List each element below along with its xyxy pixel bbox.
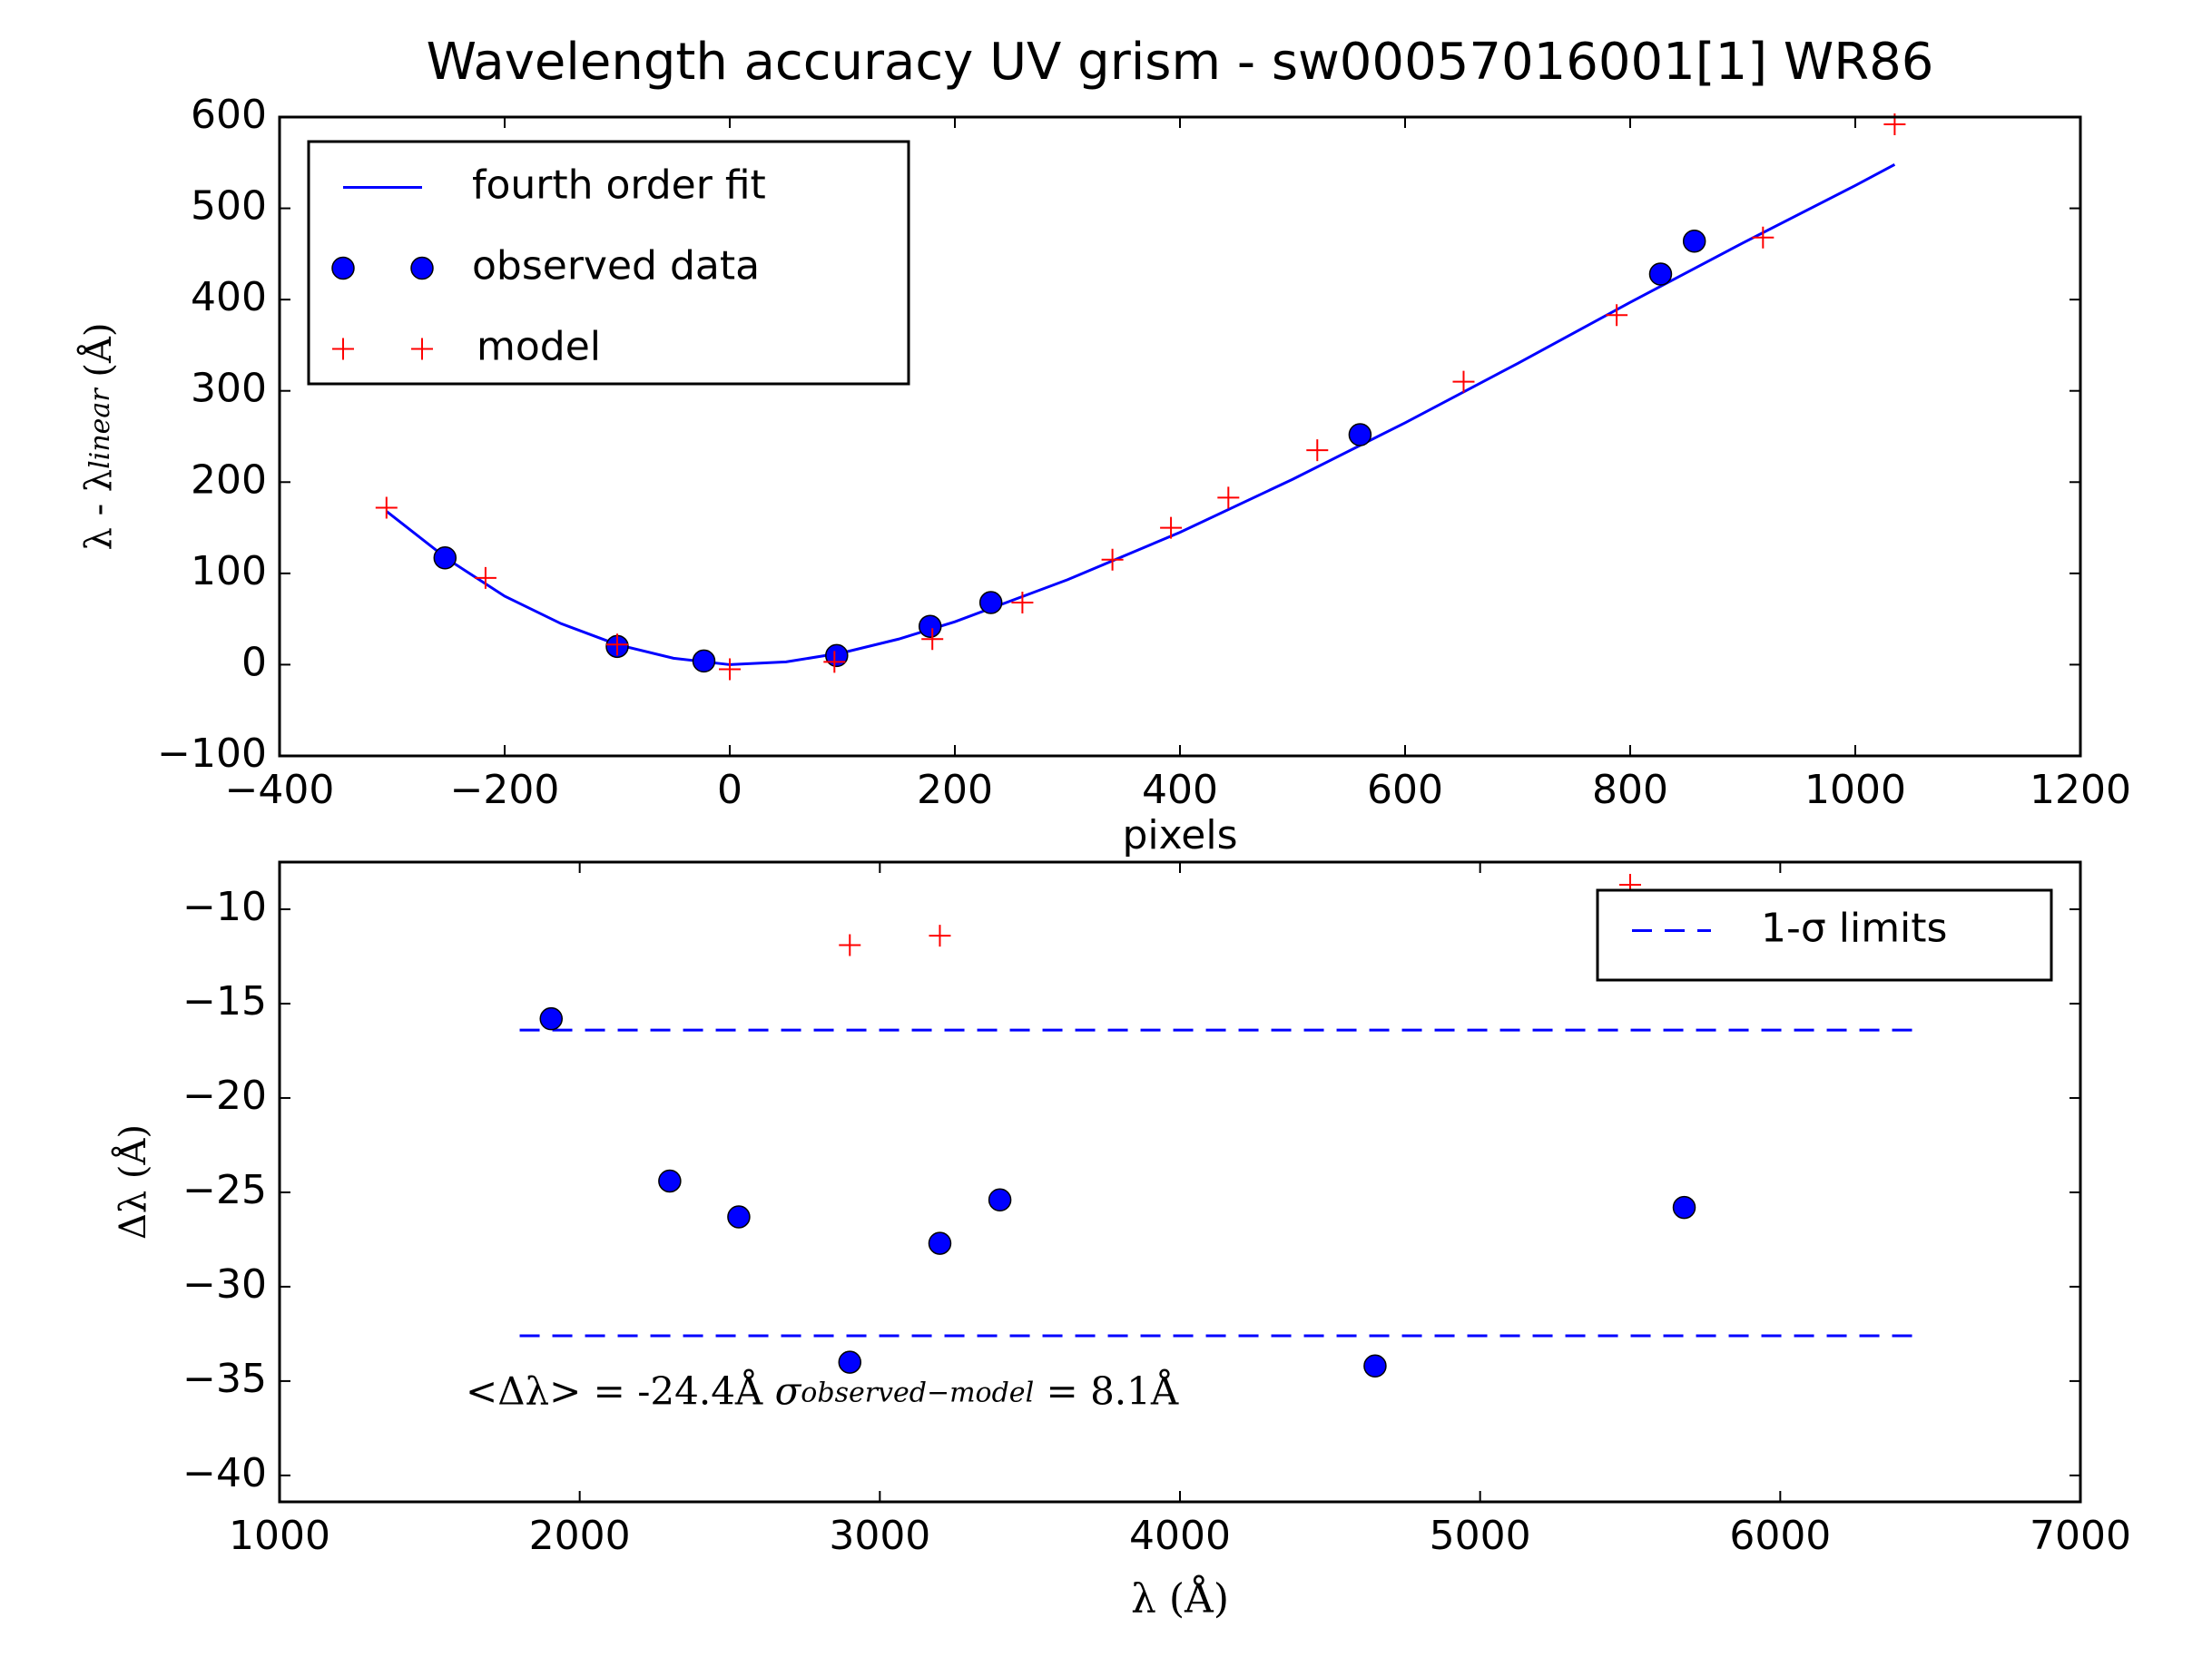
- annotation: <Δλ> = -24.4Å σobserved−model = 8.1Å: [466, 1368, 1179, 1413]
- data-point: [719, 658, 741, 681]
- y-axis-label: λ - λlinear (Å): [77, 323, 120, 551]
- legend-label: observed data: [472, 243, 760, 289]
- legend-label: fourth order fit: [472, 162, 766, 209]
- y-tick-label: 600: [191, 92, 267, 138]
- data-point: [988, 1188, 1012, 1212]
- x-tick-label: 0: [717, 767, 742, 813]
- data-point: [838, 1350, 862, 1374]
- data-point: [1648, 262, 1673, 286]
- x-tick-label: 400: [1142, 767, 1218, 813]
- data-point: [928, 1231, 952, 1255]
- x-axis-label: λ (Å): [1131, 1574, 1229, 1623]
- label-part: = 8.1Å: [1034, 1368, 1179, 1413]
- y-tick-label: −30: [182, 1261, 267, 1308]
- data-point: [692, 649, 716, 673]
- y-tick-label: 200: [191, 456, 267, 503]
- legend-label: model: [477, 324, 601, 370]
- y-tick-label: −40: [182, 1450, 267, 1496]
- data-point: [929, 925, 951, 947]
- label-part: λ - λ: [78, 469, 120, 551]
- legend-label: 1-σ limits: [1761, 906, 1947, 952]
- data-point: [474, 566, 496, 589]
- y-tick-label: −15: [182, 978, 267, 1025]
- y-tick-label: −10: [182, 884, 267, 930]
- x-tick-label: −200: [450, 767, 560, 813]
- subscript: observed−model: [801, 1377, 1034, 1408]
- x-tick-label: 200: [917, 767, 993, 813]
- x-tick-label: 1000: [1804, 767, 1906, 813]
- x-tick-label: 1000: [229, 1513, 330, 1559]
- y-tick-label: −35: [182, 1356, 267, 1402]
- x-tick-label: 2000: [529, 1513, 631, 1559]
- data-point: [1672, 1195, 1696, 1220]
- x-axis-label: pixels: [1122, 812, 1237, 858]
- data-point: [606, 633, 628, 656]
- axes-frame: [278, 860, 2082, 1504]
- y-tick-label: 100: [191, 548, 267, 594]
- data-point: [1752, 226, 1775, 249]
- label-part: σ: [775, 1368, 802, 1413]
- data-point: [375, 496, 398, 519]
- y-tick-label: 400: [191, 274, 267, 320]
- legend-swatch: [411, 338, 433, 360]
- data-point: [1452, 370, 1475, 393]
- data-point: [1606, 304, 1628, 327]
- data-point: [1011, 592, 1034, 614]
- data-point: [1682, 230, 1706, 253]
- legend-box: [307, 140, 910, 386]
- data-point: [1160, 516, 1183, 539]
- y-tick-label: −20: [182, 1073, 267, 1119]
- data-point: [825, 643, 849, 668]
- data-point: [1348, 423, 1372, 446]
- data-point: [727, 1205, 751, 1229]
- x-tick-label: −400: [225, 767, 335, 813]
- data-point: [1101, 548, 1124, 571]
- y-tick-label: 300: [191, 366, 267, 412]
- y-tick-label: −25: [182, 1167, 267, 1213]
- data-point: [658, 1169, 682, 1193]
- data-point: [921, 628, 944, 651]
- data-point: [823, 651, 846, 673]
- legend-box: [1596, 888, 2053, 982]
- data-point: [978, 591, 1003, 614]
- legend-swatch: [331, 256, 355, 280]
- x-tick-label: 800: [1592, 767, 1668, 813]
- y-axis-label: Δλ (Å): [112, 1124, 154, 1240]
- y-tick-label: −100: [157, 731, 267, 777]
- axes-frame: [278, 115, 2082, 758]
- label-part: (Å): [77, 323, 120, 389]
- y-tick-label: 0: [241, 639, 267, 685]
- x-tick-label: 1200: [2030, 767, 2131, 813]
- x-tick-label: 6000: [1729, 1513, 1831, 1559]
- data-point: [839, 934, 861, 956]
- data-point: [539, 1006, 564, 1031]
- x-tick-label: 3000: [829, 1513, 930, 1559]
- x-tick-label: 5000: [1430, 1513, 1531, 1559]
- x-tick-label: 600: [1367, 767, 1443, 813]
- chart-title: Wavelength accuracy UV grism - sw0005701…: [427, 33, 1934, 92]
- data-point: [1363, 1354, 1387, 1378]
- legend-swatch: [410, 256, 434, 280]
- x-tick-label: 7000: [2030, 1513, 2131, 1559]
- subscript: linear: [84, 387, 116, 469]
- data-point: [918, 614, 942, 638]
- data-point: [1306, 439, 1329, 462]
- legend-swatch: [332, 338, 354, 360]
- data-point: [1217, 486, 1240, 509]
- label-part: Δλ (Å): [112, 1124, 154, 1240]
- data-point: [433, 546, 457, 570]
- label-part: <Δλ> = -24.4Å: [466, 1368, 775, 1413]
- x-tick-label: 4000: [1129, 1513, 1231, 1559]
- y-tick-label: 500: [191, 183, 267, 230]
